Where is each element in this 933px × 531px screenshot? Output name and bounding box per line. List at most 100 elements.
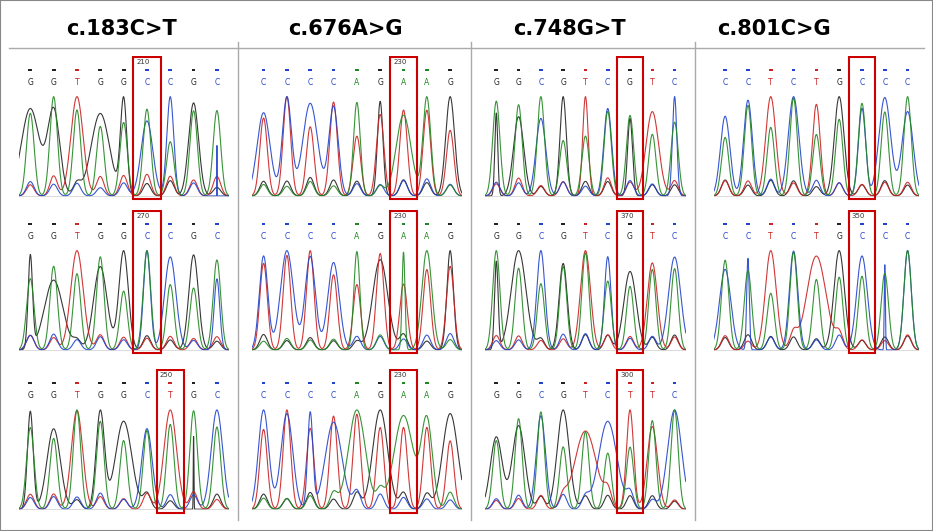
Bar: [378, 68, 383, 71]
Bar: [562, 382, 565, 384]
Bar: [390, 57, 417, 200]
Text: C: C: [672, 391, 677, 400]
Text: 370: 370: [620, 212, 634, 219]
Text: G: G: [50, 391, 57, 400]
Text: G: G: [190, 78, 197, 87]
Text: G: G: [120, 78, 127, 87]
Bar: [539, 382, 543, 384]
Text: T: T: [583, 78, 588, 87]
Text: C: C: [261, 78, 266, 87]
Text: c.676A>G: c.676A>G: [288, 19, 402, 39]
Text: C: C: [905, 78, 911, 87]
Text: G: G: [27, 391, 34, 400]
Bar: [75, 222, 79, 225]
Bar: [191, 222, 196, 225]
Bar: [145, 68, 149, 71]
Text: G: G: [27, 232, 34, 241]
Text: C: C: [791, 232, 796, 241]
Text: C: C: [538, 78, 544, 87]
Text: G: G: [97, 232, 104, 241]
Text: C: C: [285, 391, 289, 400]
Bar: [848, 57, 875, 200]
Text: C: C: [883, 232, 887, 241]
Bar: [448, 382, 453, 384]
Text: 350: 350: [852, 212, 865, 219]
Bar: [308, 222, 313, 225]
Bar: [98, 68, 103, 71]
Text: 230: 230: [393, 372, 407, 378]
Text: G: G: [27, 78, 34, 87]
Bar: [133, 211, 160, 354]
Text: C: C: [261, 232, 266, 241]
Text: G: G: [50, 232, 57, 241]
Bar: [28, 222, 33, 225]
Bar: [448, 68, 453, 71]
Bar: [517, 68, 521, 71]
Text: G: G: [120, 232, 127, 241]
Bar: [883, 68, 886, 71]
Bar: [628, 382, 632, 384]
Text: G: G: [560, 391, 566, 400]
Bar: [584, 222, 587, 225]
Text: G: G: [516, 78, 522, 87]
Bar: [494, 222, 498, 225]
Bar: [191, 68, 196, 71]
Bar: [539, 222, 543, 225]
Bar: [906, 68, 910, 71]
Bar: [673, 68, 676, 71]
Bar: [792, 222, 796, 225]
Text: 230: 230: [393, 58, 407, 65]
Text: G: G: [627, 232, 633, 241]
Bar: [723, 222, 727, 225]
Bar: [517, 382, 521, 384]
Bar: [723, 68, 727, 71]
Bar: [517, 222, 521, 225]
Text: C: C: [791, 78, 796, 87]
Text: T: T: [583, 232, 588, 241]
Text: G: G: [377, 232, 383, 241]
Text: C: C: [606, 232, 610, 241]
Text: C: C: [722, 232, 728, 241]
Text: C: C: [745, 78, 750, 87]
Bar: [378, 382, 383, 384]
Text: T: T: [650, 391, 655, 400]
Text: C: C: [331, 391, 336, 400]
Text: G: G: [447, 391, 453, 400]
Bar: [261, 68, 266, 71]
Bar: [390, 370, 417, 513]
Text: C: C: [538, 232, 544, 241]
Bar: [769, 68, 773, 71]
Bar: [168, 68, 173, 71]
Bar: [215, 222, 219, 225]
Text: C: C: [606, 391, 610, 400]
Bar: [121, 382, 126, 384]
Text: A: A: [355, 232, 359, 241]
Text: G: G: [447, 78, 453, 87]
Text: C: C: [261, 391, 266, 400]
Text: A: A: [425, 391, 429, 400]
Bar: [261, 382, 266, 384]
Bar: [860, 68, 864, 71]
Text: C: C: [672, 232, 677, 241]
Bar: [378, 222, 383, 225]
Text: G: G: [560, 78, 566, 87]
Bar: [191, 382, 196, 384]
Bar: [285, 382, 289, 384]
Text: c.801C>G: c.801C>G: [717, 19, 831, 39]
Text: G: G: [97, 391, 104, 400]
Bar: [494, 68, 498, 71]
Text: C: C: [145, 232, 149, 241]
Text: C: C: [308, 78, 313, 87]
Bar: [848, 211, 875, 354]
Bar: [51, 222, 56, 225]
Bar: [650, 68, 654, 71]
Text: G: G: [97, 78, 104, 87]
Bar: [606, 68, 609, 71]
Text: T: T: [75, 232, 79, 241]
Bar: [650, 222, 654, 225]
Text: C: C: [331, 232, 336, 241]
Text: C: C: [859, 78, 865, 87]
Text: C: C: [285, 232, 289, 241]
Text: 210: 210: [136, 58, 150, 65]
Text: G: G: [447, 232, 453, 241]
